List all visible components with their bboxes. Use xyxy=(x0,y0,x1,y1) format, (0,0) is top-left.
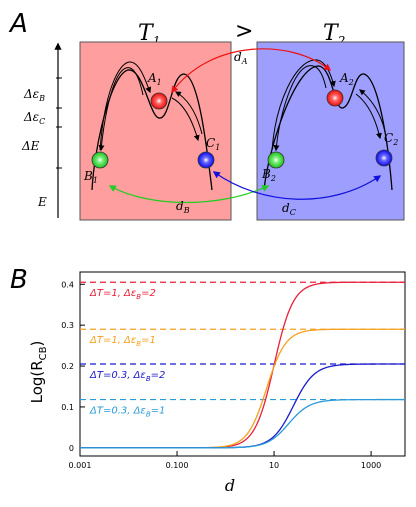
state-b1 xyxy=(91,151,109,169)
distance-arrow-da xyxy=(171,48,332,94)
label-db: dB xyxy=(176,199,190,215)
series-curves xyxy=(80,281,405,449)
y-tick-label: 0.3 xyxy=(61,321,74,330)
x-tick-label: 10 xyxy=(269,461,279,470)
distance-arrow-db xyxy=(108,185,270,204)
energy-label-deltaeps-b: ΔεB xyxy=(23,87,45,103)
temp-right-label: T2 xyxy=(323,21,345,48)
series-curve-0 xyxy=(80,281,405,449)
label-c2: C2 xyxy=(384,131,398,147)
y-tick-label: 0.2 xyxy=(61,362,74,371)
energy-axis-ticks xyxy=(56,77,62,169)
energy-label-E: E xyxy=(37,195,47,209)
state-c1 xyxy=(197,151,215,169)
right-energy-landscape xyxy=(263,65,393,191)
energy-label-deltaeps-c: ΔεC xyxy=(23,110,45,126)
panel-b: B Log(RCB) d 0.001 0.100 10 1000 0 0.1 0.2 0.3… xyxy=(10,265,406,495)
y-tick-label: 0.4 xyxy=(61,280,74,289)
left-arrow-a-to-b xyxy=(98,67,144,152)
state-a1 xyxy=(150,92,168,110)
label-dc: dC xyxy=(282,201,296,217)
state-a2 xyxy=(326,89,344,107)
label-b1: B1 xyxy=(83,169,98,185)
left-arrow-b-to-a xyxy=(99,61,152,151)
left-arrow-a-to-c xyxy=(171,97,200,142)
x-tick-label: 1000 xyxy=(361,461,381,470)
x-tick-label: 0.100 xyxy=(166,461,189,470)
left-temperature-box xyxy=(79,41,232,221)
panel-a: A T1 > T2 ΔεB ΔεC ΔE E A1 B1 C1 xyxy=(8,9,405,221)
label-a2: A2 xyxy=(339,71,354,87)
energy-label-deltaE: ΔE xyxy=(21,139,40,153)
label-da: dA xyxy=(234,50,248,66)
state-c2 xyxy=(375,149,393,167)
series-curve-1 xyxy=(80,328,405,449)
x-axis-ticks: 0.001 0.100 10 1000 xyxy=(69,451,381,470)
state-b2 xyxy=(267,151,285,169)
left-arrow-c-to-a xyxy=(174,91,203,135)
series-label-0: ΔT=1, ΔεB=2 xyxy=(89,288,156,301)
label-c1: C1 xyxy=(206,136,220,152)
panel-a-letter: A xyxy=(8,9,28,39)
series-labels: ΔT=1, ΔεB=2 ΔT=1, ΔεB=1 ΔT=0.3, ΔεB=2 ΔT=0.… xyxy=(89,288,165,418)
right-arrow-c-to-a xyxy=(359,89,386,133)
y-axis-label: Log(RCB) xyxy=(28,341,49,404)
panel-b-letter: B xyxy=(10,265,28,295)
right-arrow-a-to-c xyxy=(355,93,382,140)
series-curve-3 xyxy=(80,398,405,449)
temp-compare-symbol: > xyxy=(235,19,253,44)
distance-arrow-dc xyxy=(212,171,382,200)
y-tick-label: 0.1 xyxy=(61,403,74,412)
series-label-1: ΔT=1, ΔεB=1 xyxy=(89,335,156,348)
y-axis-ticks: 0 0.1 0.2 0.3 0.4 xyxy=(61,280,85,453)
y-tick-label: 0 xyxy=(69,444,74,453)
temp-left-label: T1 xyxy=(138,21,160,48)
x-tick-label: 0.001 xyxy=(69,461,92,470)
x-axis-label: d xyxy=(225,476,235,495)
series-label-3: ΔT=0.3, ΔεB=1 xyxy=(89,406,165,419)
series-label-2: ΔT=0.3, ΔεB=2 xyxy=(89,370,165,383)
label-a1: A1 xyxy=(147,71,162,87)
